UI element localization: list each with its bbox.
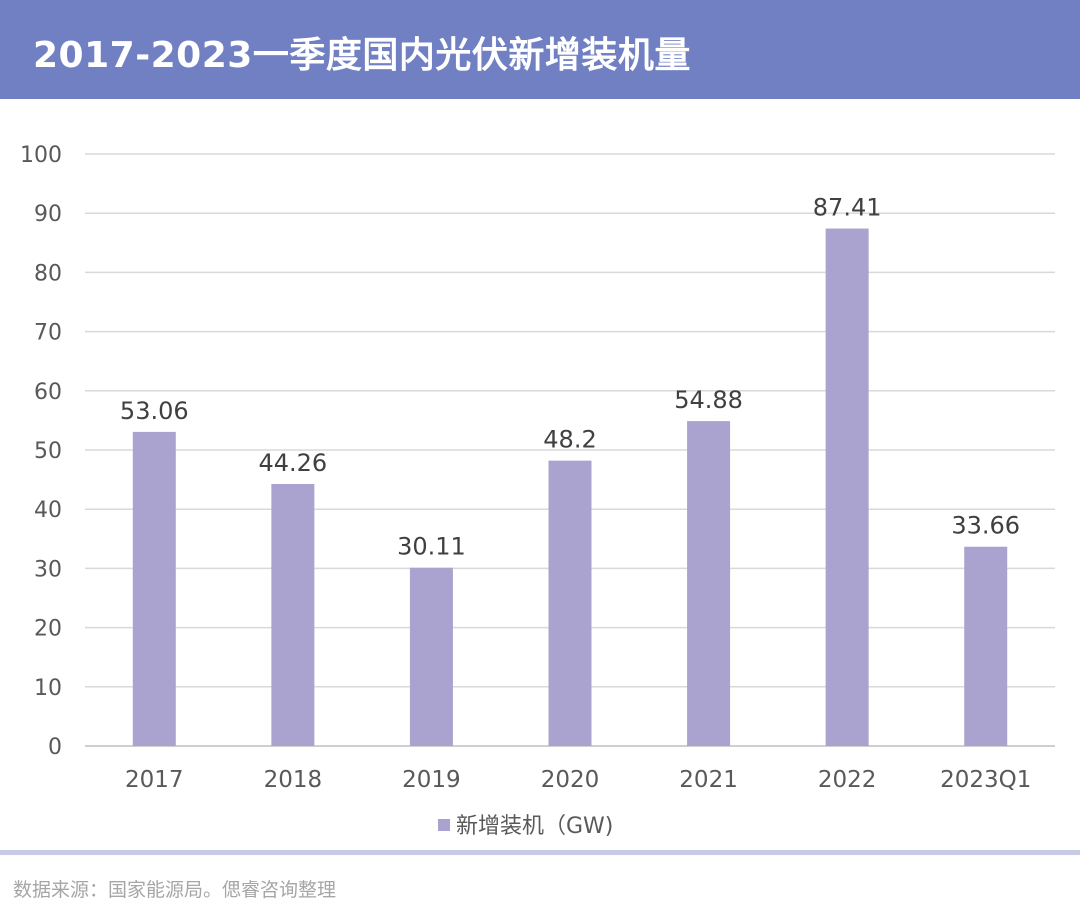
data-label: 44.26 (258, 449, 327, 477)
bar (409, 567, 453, 746)
x-tick-label: 2019 (402, 767, 461, 793)
bar (825, 228, 869, 746)
x-tick-label: 2022 (818, 767, 877, 793)
bar-chart: 0 10 20 30 40 50 60 70 80 90 100 53.06 44.26 30.11 48… (20, 143, 1055, 839)
x-tick-label: 2021 (679, 767, 738, 793)
y-tick-label: 10 (34, 676, 62, 701)
bars (132, 228, 1008, 746)
bar (132, 431, 176, 746)
data-label: 33.66 (951, 512, 1020, 540)
y-tick-label: 40 (34, 498, 62, 523)
bar (271, 483, 315, 746)
y-tick-label: 80 (34, 261, 62, 286)
legend: 新增装机（GW) (438, 814, 613, 839)
x-axis-ticks: 2017 2018 2019 2020 2021 2022 2023Q1 (125, 767, 1031, 793)
y-tick-label: 20 (34, 617, 62, 642)
legend-swatch (438, 819, 450, 831)
y-tick-label: 60 (34, 380, 62, 405)
legend-label: 新增装机（GW) (456, 814, 613, 839)
source-note: 数据来源：国家能源局。偲睿咨询整理 (13, 879, 337, 901)
y-tick-label: 100 (20, 143, 62, 168)
bar (548, 460, 592, 746)
data-label: 30.11 (397, 533, 466, 561)
y-tick-label: 90 (34, 202, 62, 227)
x-tick-label: 2023Q1 (940, 767, 1031, 793)
data-label: 48.2 (543, 426, 596, 454)
bar (687, 421, 731, 746)
x-tick-label: 2020 (541, 767, 600, 793)
data-label: 53.06 (120, 397, 189, 425)
data-label: 87.41 (813, 194, 882, 222)
y-tick-label: 0 (48, 735, 62, 760)
bar (964, 546, 1008, 746)
chart-title: 2017-2023一季度国内光伏新增装机量 (33, 35, 691, 76)
y-tick-label: 70 (34, 321, 62, 346)
data-labels: 53.06 44.26 30.11 48.2 54.88 87.41 33.66 (120, 194, 1020, 561)
title-banner: 2017-2023一季度国内光伏新增装机量 (0, 0, 1080, 99)
y-axis-ticks: 0 10 20 30 40 50 60 70 80 90 100 (20, 143, 62, 760)
x-tick-label: 2017 (125, 767, 184, 793)
y-tick-label: 30 (34, 557, 62, 582)
y-tick-label: 50 (34, 439, 62, 464)
footer-divider (0, 850, 1080, 855)
data-label: 54.88 (674, 386, 743, 414)
x-tick-label: 2018 (264, 767, 323, 793)
